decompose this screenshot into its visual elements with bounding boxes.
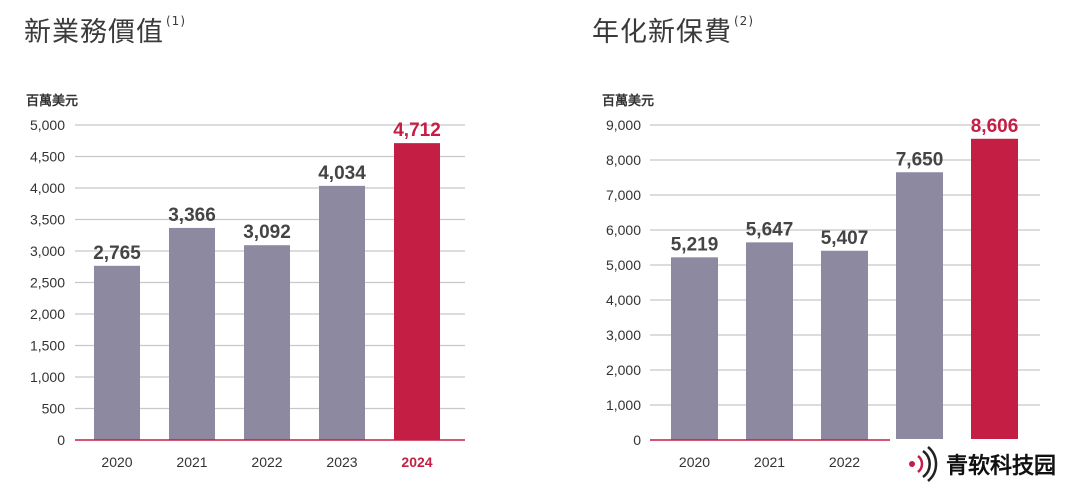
y-tick-label: 3,000 — [30, 243, 65, 259]
bar-2023 — [896, 172, 943, 440]
bar-chart-new-business-value: 0 500 1,000 1,500 2,000 2,500 3,000 3,500 4,000 4… — [0, 0, 540, 489]
y-tick-label: 3,000 — [606, 327, 641, 343]
y-tick-label: 3,500 — [30, 212, 65, 228]
y-tick-label: 0 — [57, 432, 65, 448]
data-label: 3,092 — [243, 222, 291, 243]
chart-panel-annualized-new-premium: 年化新保費 (2) 百萬美元 0 1,000 2,000 3,000 4,000 5,000… — [540, 0, 1080, 489]
y-tick-label: 4,500 — [30, 149, 65, 165]
watermark-text: 青软科技园 — [946, 448, 1056, 480]
data-label: 4,034 — [318, 163, 366, 184]
data-label: 8,606 — [971, 116, 1019, 137]
y-tick-label: 9,000 — [606, 117, 641, 133]
x-tick-label: 2020 — [101, 454, 132, 470]
y-tick-label: 500 — [42, 401, 66, 417]
bar-2024 — [394, 143, 440, 440]
bar-2021 — [169, 228, 215, 440]
y-tick-label: 2,500 — [30, 275, 65, 291]
y-tick-label: 2,000 — [30, 306, 65, 322]
bar-2022 — [244, 245, 290, 440]
x-tick-label: 2024 — [401, 454, 432, 470]
bar-2024 — [971, 139, 1018, 440]
data-label: 4,712 — [393, 120, 441, 141]
sound-wave-icon — [904, 444, 944, 484]
data-label: 3,366 — [168, 205, 216, 226]
y-tick-label: 6,000 — [606, 222, 641, 238]
y-tick-label: 4,000 — [606, 292, 641, 308]
y-tick-label: 8,000 — [606, 152, 641, 168]
x-tick-label: 2022 — [251, 454, 282, 470]
data-label: 5,219 — [671, 234, 719, 255]
bar-2020 — [671, 257, 718, 440]
x-tick-label: 2022 — [829, 454, 860, 470]
x-tick-label: 2020 — [679, 454, 710, 470]
y-tick-label: 1,000 — [30, 369, 65, 385]
bar-2023 — [319, 186, 365, 440]
y-tick-label: 2,000 — [606, 362, 641, 378]
y-tick-label: 4,000 — [30, 180, 65, 196]
bar-2020 — [94, 266, 140, 440]
y-tick-label: 0 — [633, 432, 641, 448]
x-tick-label: 2021 — [754, 454, 785, 470]
bar-2022 — [821, 251, 868, 440]
bar-2021 — [746, 242, 793, 440]
chart-panel-new-business-value: 新業務價值 (1) 百萬美元 0 500 1,000 1,500 2,000 2,500 3,… — [0, 0, 540, 489]
data-label: 5,407 — [821, 228, 869, 249]
bar-chart-annualized-new-premium: 0 1,000 2,000 3,000 4,000 5,000 6,000 7,000 8,00… — [540, 0, 1080, 489]
data-label: 5,647 — [746, 219, 794, 240]
y-tick-label: 5,000 — [606, 257, 641, 273]
data-label: 2,765 — [93, 243, 141, 264]
y-tick-label: 1,500 — [30, 338, 65, 354]
x-tick-label: 2023 — [326, 454, 357, 470]
y-tick-label: 5,000 — [30, 117, 65, 133]
x-tick-label: 2021 — [176, 454, 207, 470]
watermark: 青软科技园 — [890, 439, 1080, 489]
y-tick-label: 1,000 — [606, 397, 641, 413]
y-tick-label: 7,000 — [606, 187, 641, 203]
data-label: 7,650 — [896, 149, 944, 170]
